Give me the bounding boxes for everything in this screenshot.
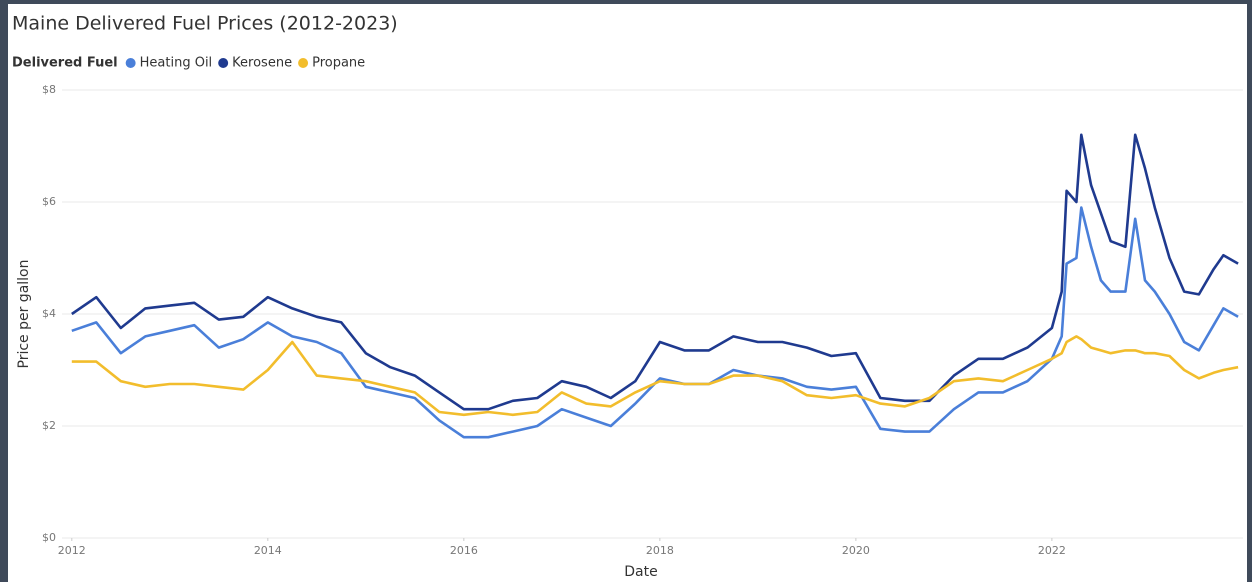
- line-series: [71, 206, 1239, 439]
- legend-title: Delivered Fuel: [12, 56, 118, 71]
- legend-marker: [125, 58, 136, 68]
- x-tick-label: 2012: [58, 544, 86, 557]
- y-tick-label: $0: [42, 531, 56, 544]
- legend-label: Propane: [312, 56, 365, 71]
- y-tick-label: $8: [42, 83, 56, 96]
- x-tick-label: 2022: [1038, 544, 1066, 557]
- y-axis-label: Price per gallon: [16, 260, 32, 369]
- line-series: [71, 133, 1239, 411]
- panel: [8, 4, 1247, 582]
- x-axis-label: Date: [624, 564, 657, 580]
- x-tick-label: 2014: [254, 544, 282, 557]
- y-tick-label: $6: [42, 195, 56, 208]
- x-tick-label: 2016: [450, 544, 478, 557]
- x-tick-label: 2020: [842, 544, 870, 557]
- x-tick-label: 2018: [646, 544, 674, 557]
- y-tick-label: $2: [42, 419, 56, 432]
- legend-label: Kerosene: [232, 56, 292, 71]
- y-tick-label: $4: [42, 307, 56, 320]
- chart-title: Maine Delivered Fuel Prices (2012-2023): [12, 13, 398, 35]
- legend-marker: [218, 58, 229, 68]
- line-series: [71, 335, 1239, 417]
- legend-label: Heating Oil: [140, 56, 213, 71]
- legend-marker: [298, 58, 309, 68]
